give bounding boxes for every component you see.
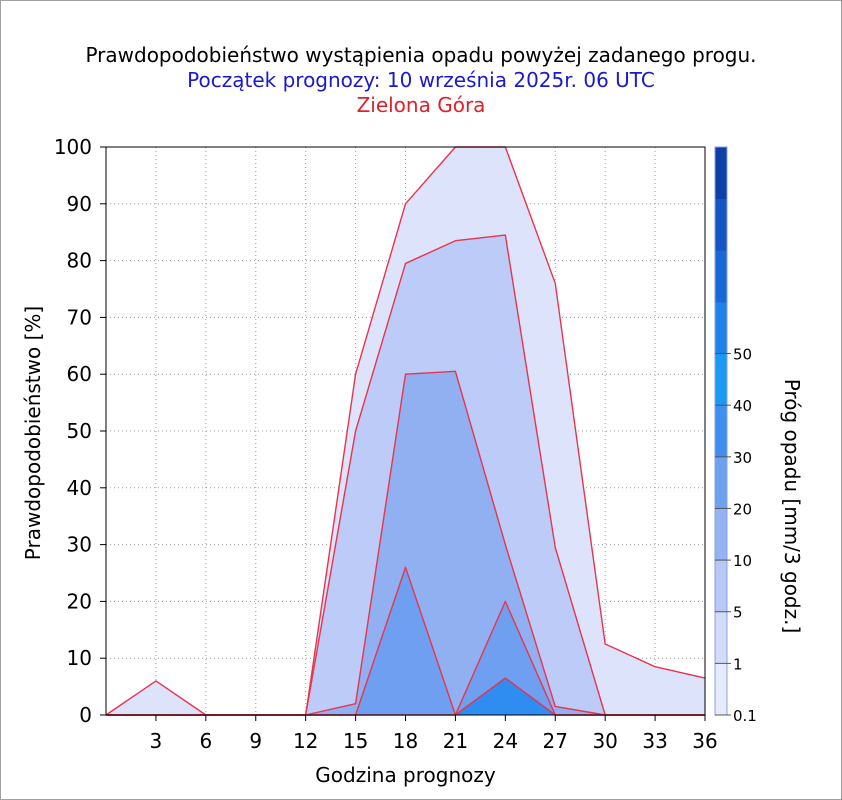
x-tick-label: 27 <box>543 729 568 753</box>
forecast-start-subtitle: Początek prognozy: 10 września 2025r. 06… <box>187 68 655 92</box>
colorbar-band <box>715 611 727 664</box>
colorbar-band <box>715 560 727 613</box>
x-tick-label: 15 <box>343 729 368 753</box>
colorbar-band <box>715 301 727 355</box>
colorbar-band <box>715 508 727 561</box>
chart-title: Prawdopodobieństwo wystąpienia opadu pow… <box>85 43 757 67</box>
y-tick-label: 30 <box>67 533 92 557</box>
colorbar-band <box>715 456 727 509</box>
x-tick-label: 6 <box>199 729 212 753</box>
colorbar-band <box>715 250 727 303</box>
y-tick-label: 0 <box>79 703 92 727</box>
y-axis-title: Prawdopodobieństwo [%] <box>21 306 45 560</box>
y-tick-label: 80 <box>67 249 92 273</box>
area-series-5 <box>106 371 705 715</box>
x-tick-label: 36 <box>692 729 717 753</box>
y-tick-label: 50 <box>67 419 92 443</box>
colorbar-tick-label: 0.1 <box>733 707 757 725</box>
x-tick-label: 30 <box>592 729 617 753</box>
y-tick-label: 70 <box>67 305 92 329</box>
colorbar-band <box>715 405 727 458</box>
colorbar-tick-label: 50 <box>733 346 752 364</box>
x-tick-label: 9 <box>249 729 262 753</box>
y-tick-label: 60 <box>67 362 92 386</box>
colorbar-title: Próg opadu [mm/3 godz.] <box>780 379 804 634</box>
y-tick-label: 40 <box>67 476 92 500</box>
colorbar-tick-label: 20 <box>733 500 752 518</box>
colorbar-tick-label: 1 <box>733 655 743 673</box>
area-series-10 <box>106 567 705 715</box>
colorbar-band <box>715 198 727 251</box>
colorbar-tick-label: 10 <box>733 552 752 570</box>
y-tick-label: 90 <box>67 192 92 216</box>
y-tick-label: 20 <box>67 589 92 613</box>
x-tick-label: 24 <box>493 729 518 753</box>
colorbar-band <box>715 353 727 406</box>
location-subtitle: Zielona Góra <box>356 93 486 117</box>
x-tick-label: 33 <box>642 729 667 753</box>
x-axis-title: Godzina prognozy <box>315 763 496 787</box>
colorbar-tick-label: 40 <box>733 397 752 415</box>
x-tick-label: 21 <box>443 729 468 753</box>
colorbar-tick-label: 5 <box>733 604 743 622</box>
colorbar-tick-label: 30 <box>733 449 752 467</box>
x-tick-label: 18 <box>393 729 418 753</box>
x-tick-label: 12 <box>293 729 318 753</box>
colorbar-band <box>715 147 727 200</box>
y-tick-label: 100 <box>54 135 92 159</box>
x-tick-label: 3 <box>150 729 163 753</box>
y-tick-label: 10 <box>67 646 92 670</box>
colorbar-band <box>715 663 727 716</box>
